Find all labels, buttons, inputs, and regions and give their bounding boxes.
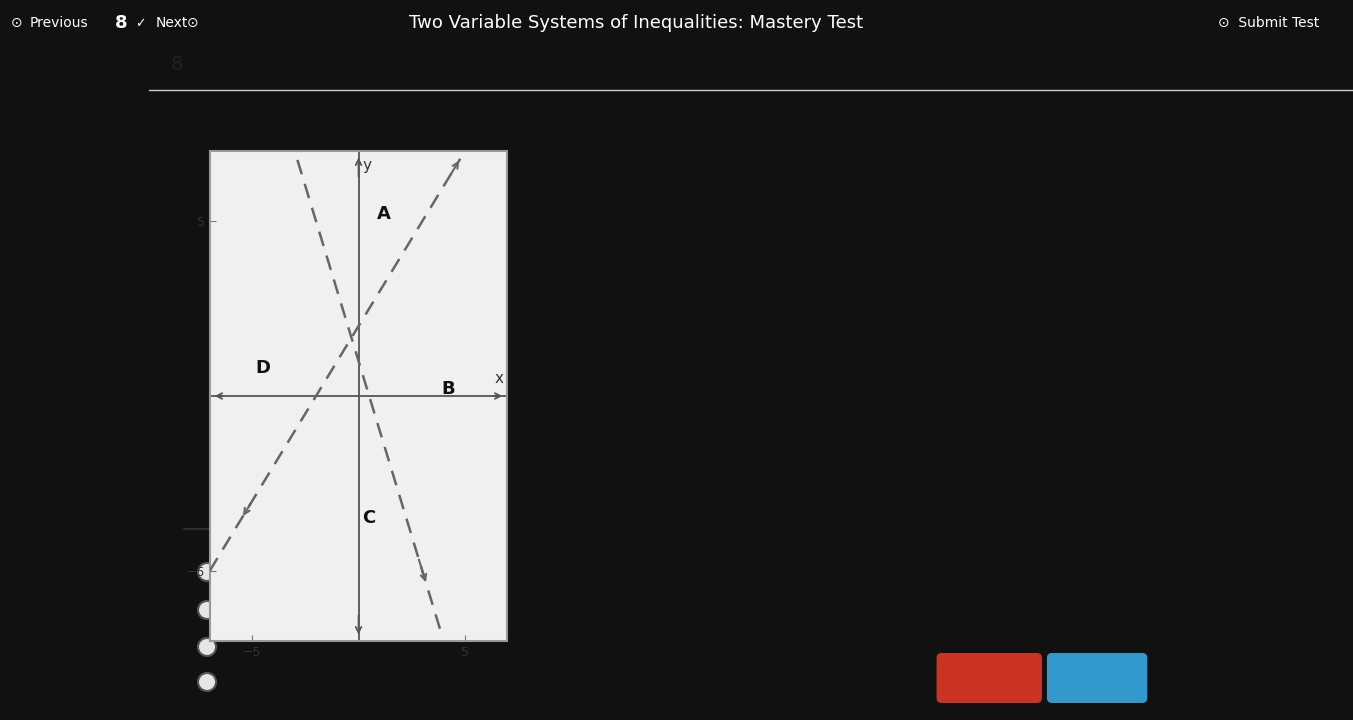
Text: Next: Next [1076,669,1119,687]
Text: y: y [363,158,372,173]
Text: Reset: Reset [962,669,1015,687]
Text: ⊙: ⊙ [11,17,23,30]
Text: D.: D. [231,673,252,691]
Text: B.: B. [231,601,250,619]
Text: ⊙  Submit Test: ⊙ Submit Test [1218,17,1319,30]
Text: A: A [377,205,391,223]
Text: x: x [494,371,503,386]
Text: ⊙: ⊙ [187,17,199,30]
Text: Region B: Region B [260,601,337,619]
Text: A.: A. [231,563,252,581]
Text: C: C [363,509,376,527]
FancyBboxPatch shape [1047,653,1147,703]
Text: Next: Next [156,17,188,30]
FancyBboxPatch shape [936,653,1042,703]
Circle shape [198,638,216,656]
Text: 8: 8 [115,14,127,32]
Text: Region D: Region D [260,563,338,581]
Circle shape [198,601,216,619]
Text: 8: 8 [170,55,183,74]
Circle shape [198,563,216,581]
Text: _____ will make the inequalities y > -2x + 1 and y < x + 2 true.: _____ will make the inequalities y > -2x… [184,528,735,546]
Text: Region A: Region A [260,638,337,656]
Text: Two Variable Systems of Inequalities: Mastery Test: Two Variable Systems of Inequalities: Ma… [409,14,863,32]
Text: C.: C. [231,638,250,656]
Text: B: B [441,380,455,398]
Text: D: D [256,359,271,377]
Text: ✓: ✓ [135,17,146,30]
Circle shape [198,673,216,691]
Text: Region C: Region C [260,673,337,691]
Text: Previous: Previous [30,17,88,30]
